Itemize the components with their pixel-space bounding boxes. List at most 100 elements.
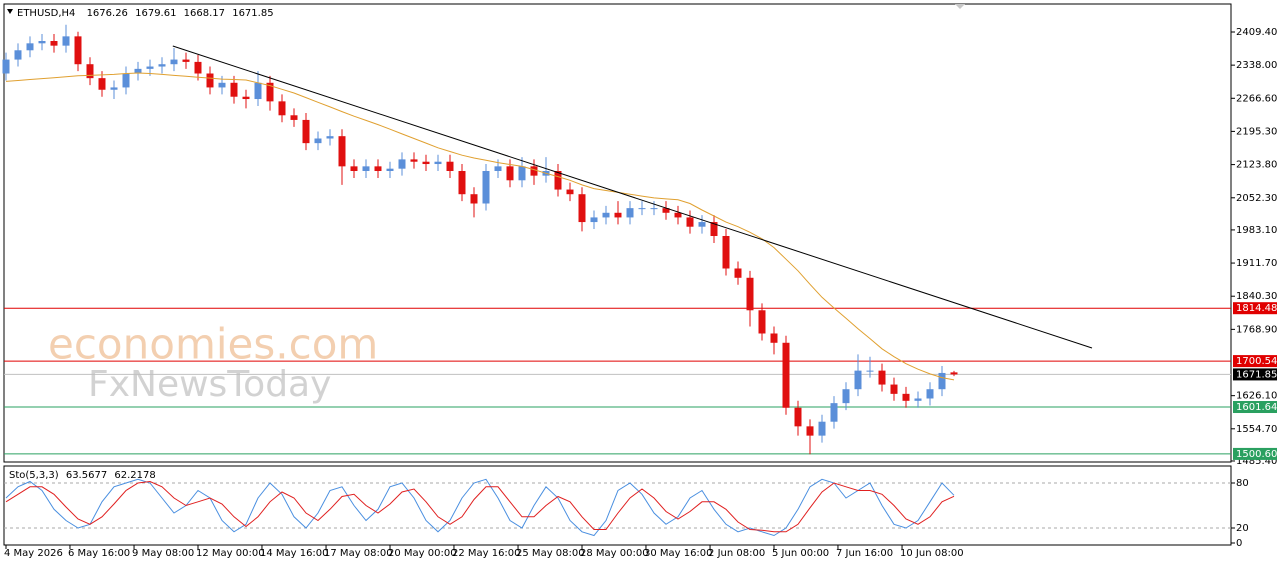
y-tick-label: 2195.30 [1236,126,1277,137]
x-tick-label: 10 Jun 08:00 [900,548,964,559]
candle-body [602,212,610,218]
indicator-tick-label: 20 [1236,523,1249,534]
indicator-name: Sto(5,3,3) [9,470,59,481]
candle-body [590,217,598,223]
candle-body [722,235,730,269]
candle-body [866,370,874,372]
candle-body [746,277,754,311]
candle-body [374,166,382,171]
y-tick-label: 1911.70 [1236,258,1277,269]
candle-body [266,82,274,102]
x-tick-label: 4 May 2026 [4,548,63,559]
candle-body [338,136,346,167]
candle-body [950,372,958,375]
candle-body [878,370,886,385]
candle-body [782,342,790,408]
y-tick-label: 2052.30 [1236,193,1277,204]
level-label: 1814.48 [1236,303,1277,314]
candle-body [902,393,910,401]
x-tick-label: 6 May 16:00 [68,548,130,559]
candle-body [242,96,250,100]
candle-body [806,426,814,436]
candle-body [62,36,70,46]
symbol: ETHUSD,H4 [17,8,75,19]
candle-body [362,166,370,171]
level-label: 1671.85 [1236,369,1277,380]
level-label: 1601.64 [1236,402,1277,413]
scroll-marker [955,4,965,9]
x-tick-label: 14 May 16:00 [260,548,329,559]
candle-body [314,138,322,144]
indicator-line [5,478,955,537]
candle-body [614,212,622,218]
candle-body [218,82,226,88]
candle-body [410,159,418,162]
indicator-d: 62.2178 [114,470,155,481]
y-tick-label: 1768.90 [1236,324,1277,335]
candle-body [890,384,898,394]
candle-body [734,268,742,278]
candle-body [290,115,298,120]
indicator-tick-label: 80 [1236,478,1249,489]
y-tick-label: 1983.10 [1236,225,1277,236]
level-label-bg [1233,447,1277,460]
x-tick-label: 5 Jun 00:00 [772,548,829,559]
candle-body [758,310,766,334]
x-tick-label: 2 Jun 08:00 [708,548,765,559]
candle-body [938,372,946,390]
candle-body [26,43,34,51]
indicator-header: Sto(5,3,3) 63.5677 62.2178 [9,470,156,481]
candle-body [50,41,58,46]
y-tick-label: 1554.70 [1236,424,1277,435]
x-tick-label: 22 May 16:00 [452,548,521,559]
candle-body [554,170,562,190]
level-label: 1500.60 [1236,449,1277,460]
candle-body [662,208,670,213]
candle-body [842,389,850,404]
candle-body [302,119,310,144]
candle-body [170,59,178,65]
candle-body [122,73,130,88]
x-tick-label: 12 May 00:00 [196,548,265,559]
candle-body [470,194,478,204]
moving-average [5,72,955,381]
price-panel [3,3,1232,463]
indicator-tick-label: 0 [1236,538,1242,549]
candle-body [110,87,118,90]
indicator-k: 63.5677 [66,470,107,481]
candle-body [74,36,82,65]
candle-body [674,212,682,218]
candle-body [530,166,538,176]
candle-body [146,66,154,69]
watermarks: economies.com FxNewsToday [48,320,378,406]
menu-arrow[interactable] [7,9,13,14]
y-tick-label: 1840.30 [1236,291,1277,302]
watermark: FxNewsToday [88,364,331,405]
candle-body [350,166,358,171]
candle-body [206,73,214,88]
x-tick-label: 28 May 00:00 [580,548,649,559]
candle-body [650,208,658,210]
candle-body [254,82,262,100]
indicator-panel [3,465,1232,546]
candle-body [626,208,634,218]
candle-body [926,389,934,399]
candle-body [38,41,46,44]
candle-body [158,64,166,67]
header-low: 1668.17 [184,8,225,19]
candle-body [794,407,802,427]
x-tick-label: 30 May 16:00 [644,548,713,559]
candle-body [830,403,838,422]
candle-body [698,222,706,227]
indicator-line [5,480,955,533]
header-close: 1671.85 [232,8,273,19]
header-high: 1679.61 [135,8,176,19]
candle-body [86,64,94,79]
candle-body [506,166,514,181]
candle-body [14,50,22,60]
candle-body [278,101,286,116]
x-tick-label: 20 May 00:00 [388,548,457,559]
header: ETHUSD,H4 1676.26 1679.61 1668.17 1671.8… [17,8,274,19]
